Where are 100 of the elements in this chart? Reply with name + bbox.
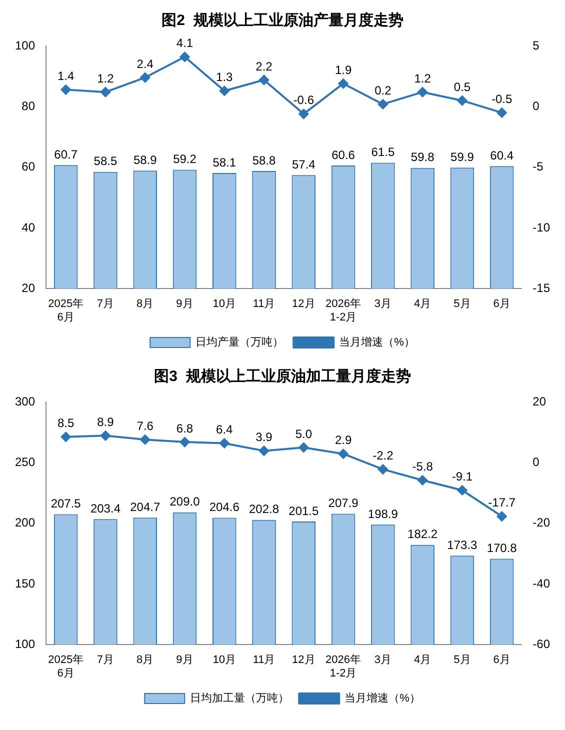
x-tick-label: 3月 [374,298,392,310]
data-label: 0.2 [374,84,392,98]
point [180,437,190,448]
y2-tick-label: -10 [532,220,550,234]
data-label: 58.1 [212,155,236,170]
x-tick-label: 12月 [292,298,316,310]
chart-title: 图3 规模以上工业原油加工量月度走势 [154,367,411,386]
data-label: 1.9 [334,62,352,77]
point [100,430,110,441]
point [259,74,270,85]
point [378,99,388,110]
data-label: 207.5 [50,496,82,511]
data-label: 0.5 [454,80,471,94]
x-tick-label: 9月 [176,654,194,666]
data-label: -2.2 [372,448,394,463]
data-label: 173.3 [447,538,478,552]
data-label: 204.7 [130,500,160,514]
chart-title: 图2 规模以上工业原油产量月度走势 [162,11,404,30]
data-label: 201.5 [288,504,319,518]
x-tick-label: 11月 [252,298,276,310]
data-label: 59.2 [173,152,197,166]
y-tick-label: 100 [14,38,36,52]
x-tick-label: 5月 [454,298,471,310]
point [378,464,388,474]
data-label: 6.8 [176,421,194,436]
data-label: 2.2 [256,59,273,74]
data-label: 60.6 [332,148,356,162]
x-tick-label: 12月 [292,654,316,666]
data-label: 7.6 [136,418,154,433]
y-tick-label: 200 [14,516,36,530]
x-tick-label: 2026年 1-2月 [326,298,362,324]
y-tick-label: 40 [22,220,36,234]
point [298,442,309,452]
data-label: 8.9 [97,414,114,429]
x-tick-label: 2025年 6月 [48,298,84,324]
data-label: 1.3 [216,70,234,84]
data-label: 61.5 [371,145,395,160]
point [457,485,468,496]
point [180,52,190,62]
point [457,96,468,106]
y-tick-label: 80 [22,98,36,113]
point [338,78,348,89]
data-label: 1.4 [57,68,75,83]
x-tick-label: 8月 [136,654,154,666]
point [140,434,150,445]
data-label: 204.6 [209,500,240,514]
y2-tick-label: 20 [532,394,546,408]
data-label: 1.2 [97,71,114,86]
x-tick-label: 3月 [374,654,392,666]
data-label: 1.2 [414,71,432,86]
y-tick-label: 300 [14,394,36,408]
legend-label: 日均加工量（万吨） [190,692,290,705]
x-tick-label: 2025年 6月 [48,654,84,680]
data-label: 59.8 [410,150,435,164]
data-label: 5.0 [295,426,312,441]
y2-tick-label: -60 [532,636,550,651]
x-tick-label: 6月 [493,298,510,310]
data-label: 58.5 [94,154,118,168]
x-tick-label: 9月 [176,298,194,310]
point [496,511,507,522]
data-label: -5.8 [412,460,434,474]
y2-tick-label: -15 [532,280,550,295]
point [100,87,110,98]
point [496,108,507,118]
y-tick-label: 250 [14,454,36,469]
data-label: -0.5 [491,92,512,106]
point [418,475,428,486]
data-label: 60.7 [54,147,78,162]
data-label: 58.9 [133,152,158,167]
data-label: 3.9 [256,430,273,444]
point [219,438,230,448]
x-tick-label: 4月 [414,298,432,310]
point [60,432,71,442]
legend-label: 当月增速（%） [344,692,420,705]
x-tick-label: 10月 [212,654,236,666]
data-label: 4.1 [176,36,194,50]
x-tick-label: 7月 [96,654,114,666]
data-label: -0.6 [293,93,314,108]
y-tick-label: 60 [22,160,36,174]
point [219,86,230,96]
data-label: 2.4 [136,56,154,71]
data-label: 6.4 [216,422,234,437]
data-label: -17.7 [488,496,516,510]
x-tick-label: 6月 [493,654,510,666]
point [259,446,270,456]
point [298,108,309,119]
point [418,87,428,98]
x-tick-label: 7月 [96,298,114,310]
x-tick-label: 11月 [252,654,276,666]
x-tick-label: 8月 [136,298,154,310]
y2-tick-label: 0 [532,98,540,113]
x-tick-label: 5月 [454,654,471,666]
data-label: 58.8 [252,153,276,168]
x-tick-label: 2026年 1-2月 [326,654,362,680]
x-tick-label: 4月 [414,654,432,666]
legend-label: 当月增速（%） [339,336,415,349]
data-label: -9.1 [452,470,473,484]
data-label: 198.9 [368,506,398,521]
data-label: 202.8 [249,502,280,516]
y-tick-label: 100 [14,636,36,651]
